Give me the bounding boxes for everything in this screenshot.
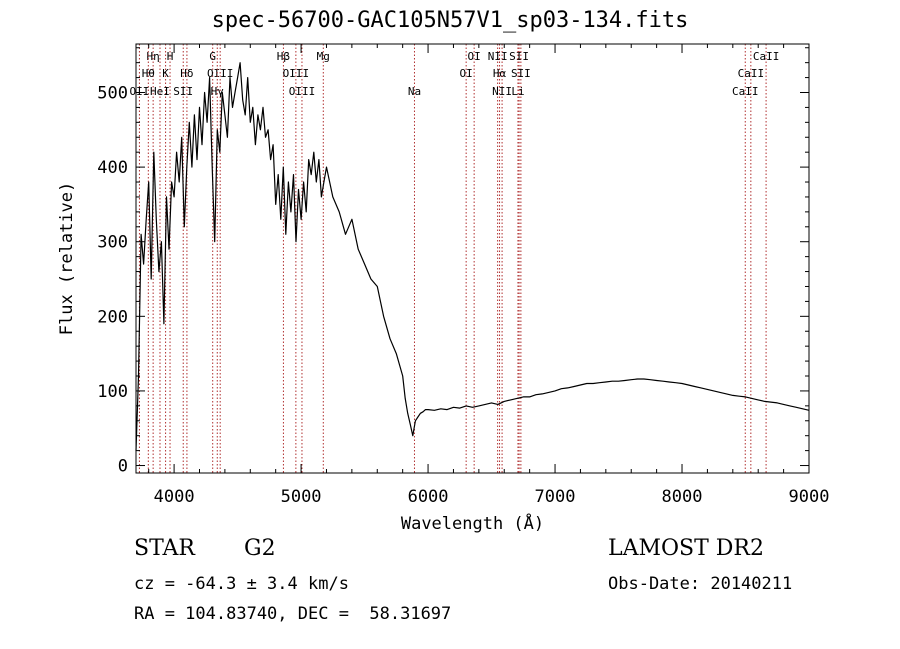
- x-tick-label: 9000: [789, 487, 830, 507]
- line-marker-label: CaII: [753, 50, 780, 63]
- object-subclass: G2: [244, 536, 276, 561]
- line-marker-label: HeI: [150, 85, 170, 98]
- line-marker-label: OIII: [289, 85, 316, 98]
- line-marker-label: H: [167, 50, 174, 63]
- obs-date-text: Obs-Date: 20140211: [608, 574, 793, 594]
- y-tick-label: 400: [97, 158, 128, 178]
- line-marker-label: Hθ: [142, 67, 155, 80]
- line-marker-label: OIII: [207, 67, 234, 80]
- y-tick-label: 200: [97, 307, 128, 327]
- line-marker-label: SII: [173, 85, 193, 98]
- line-marker-label: SII: [511, 67, 531, 80]
- line-marker-label: NII: [488, 50, 508, 63]
- line-marker-label: OI: [460, 67, 473, 80]
- line-marker-label: OII: [129, 85, 149, 98]
- y-tick-label: 0: [118, 457, 128, 477]
- x-tick-label: 4000: [154, 487, 195, 507]
- line-marker-label: Mg: [317, 50, 330, 63]
- line-marker-label: NII: [492, 85, 512, 98]
- survey-label: LAMOST DR2: [608, 536, 764, 561]
- line-marker-label: Hα: [493, 67, 507, 80]
- line-marker-label: Hγ: [211, 85, 225, 98]
- line-marker-label: CaII: [738, 67, 765, 80]
- x-tick-label: 6000: [408, 487, 449, 507]
- x-tick-label: 7000: [535, 487, 576, 507]
- line-marker-label: OIII: [283, 67, 310, 80]
- radec-text: RA = 104.83740, DEC = 58.31697: [134, 604, 452, 624]
- y-axis-label: Flux (relative): [57, 182, 77, 336]
- line-marker-label: OI: [468, 50, 481, 63]
- line-marker-label: Hβ: [277, 50, 291, 63]
- line-marker-label: K: [162, 67, 169, 80]
- line-marker-label: SII: [509, 50, 529, 63]
- line-marker-label: G: [209, 50, 216, 63]
- line-marker-label: CaII: [732, 85, 759, 98]
- plot-frame: [135, 43, 810, 474]
- y-tick-label: 300: [97, 233, 128, 253]
- y-tick-label: 500: [97, 83, 128, 103]
- line-marker-label: Na: [408, 85, 421, 98]
- chart-title: spec-56700-GAC105N57V1_sp03-134.fits: [211, 8, 689, 33]
- x-axis-label: Wavelength (Å): [401, 512, 544, 534]
- x-tick-label: 8000: [662, 487, 703, 507]
- y-tick-label: 100: [97, 382, 128, 402]
- redshift-text: cz = -64.3 ± 3.4 km/s: [134, 574, 349, 594]
- line-marker-label: Li: [511, 85, 524, 98]
- x-tick-label: 5000: [281, 487, 322, 507]
- line-marker-label: Hδ: [180, 67, 193, 80]
- line-marker-label: Hη: [147, 50, 160, 63]
- object-class: STAR: [134, 536, 195, 561]
- spectrum-line: [135, 62, 810, 451]
